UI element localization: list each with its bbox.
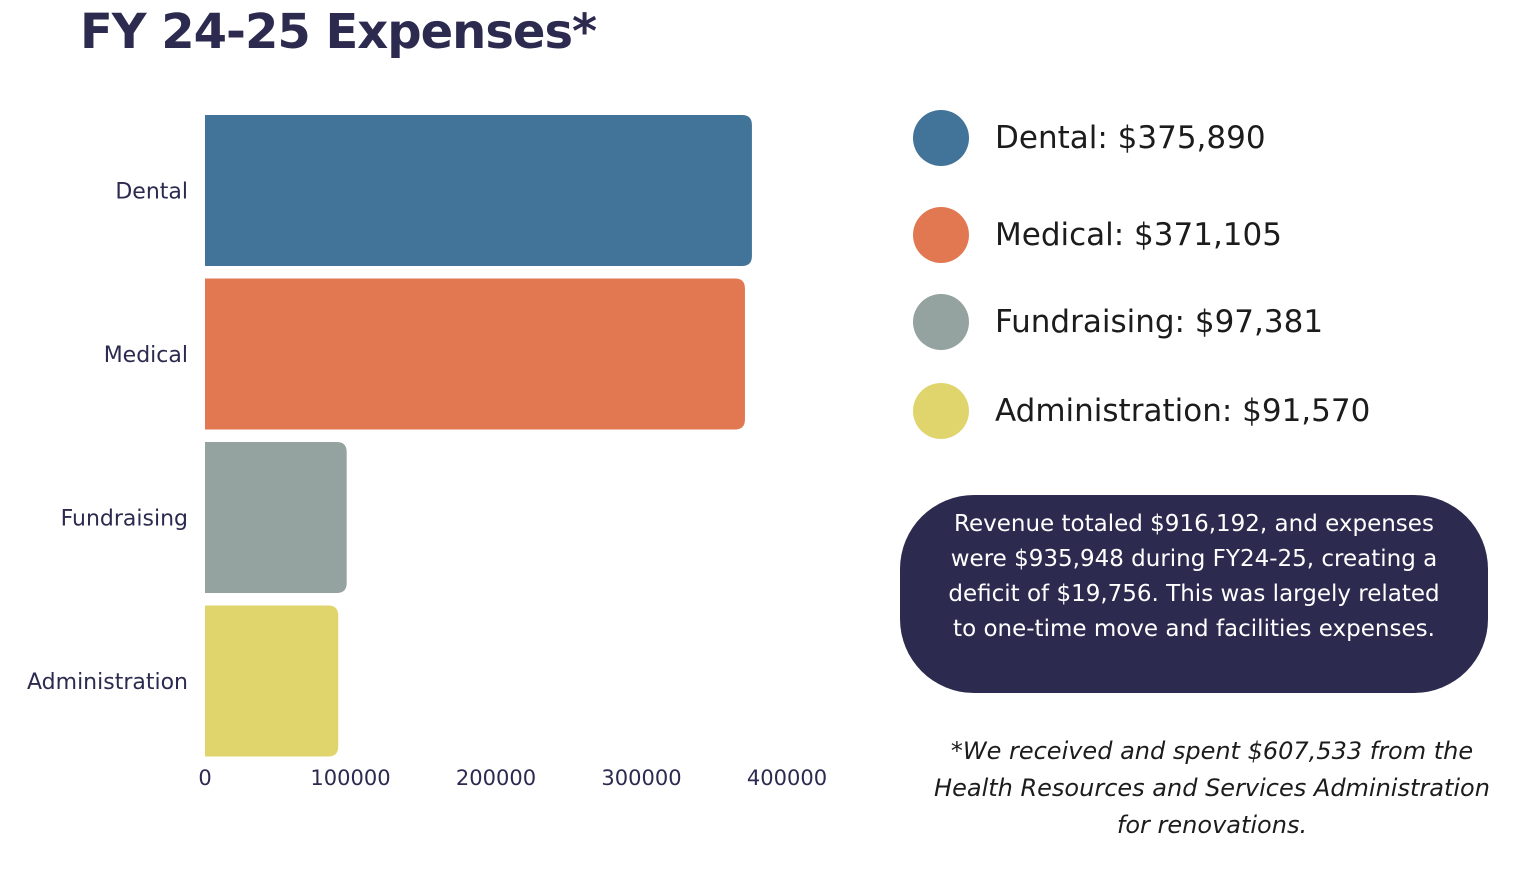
bar-chart: Dental Medical Fundraising Administration 0… (27, 115, 827, 790)
y-axis-labels: Dental Medical Fundraising Administration (27, 180, 188, 696)
y-tick-label-medical: Medical (104, 343, 188, 368)
legend-item-administration: Administration: $91,570 (913, 383, 1370, 439)
y-tick-label-fundraising: Fundraising (61, 507, 188, 532)
y-tick-label-administration: Administration (27, 670, 188, 695)
x-axis-tick-labels: 0 100000 200000 300000 400000 (198, 766, 827, 790)
legend-label-dental: Dental: $375,890 (995, 120, 1266, 156)
footnote: *We received and spent $607,533 from the… (934, 737, 1490, 839)
x-tick-label-400000: 400000 (747, 766, 827, 790)
bar-medical (205, 278, 745, 430)
x-tick-label-0: 0 (198, 766, 211, 790)
legend-item-fundraising: Fundraising: $97,381 (913, 294, 1323, 350)
x-tick-label-200000: 200000 (456, 766, 536, 790)
legend-label-fundraising: Fundraising: $97,381 (995, 304, 1324, 340)
legend-swatch-medical (913, 207, 969, 263)
legend-label-medical: Medical: $371,105 (995, 217, 1282, 253)
y-tick-label-dental: Dental (115, 180, 188, 205)
chart-title: FY 24-25 Expenses* (80, 4, 597, 60)
legend-swatch-administration (913, 383, 969, 439)
legend-swatch-fundraising (913, 294, 969, 350)
revenue-note-text: Revenue totaled $916,192, and expenses w… (948, 511, 1440, 642)
legend-label-administration: Administration: $91,570 (995, 393, 1371, 429)
legend-item-medical: Medical: $371,105 (913, 207, 1282, 263)
revenue-note-box: Revenue totaled $916,192, and expenses w… (900, 495, 1488, 693)
bar-dental (205, 115, 752, 266)
legend-swatch-dental (913, 110, 969, 166)
x-tick-label-300000: 300000 (601, 766, 681, 790)
bar-administration (205, 605, 339, 757)
legend: Dental: $375,890 Medical: $371,105 Fundr… (913, 0, 1513, 470)
x-tick-label-100000: 100000 (310, 766, 390, 790)
bars-layer (205, 115, 752, 757)
bar-fundraising (205, 442, 347, 593)
legend-item-dental: Dental: $375,890 (913, 110, 1266, 166)
